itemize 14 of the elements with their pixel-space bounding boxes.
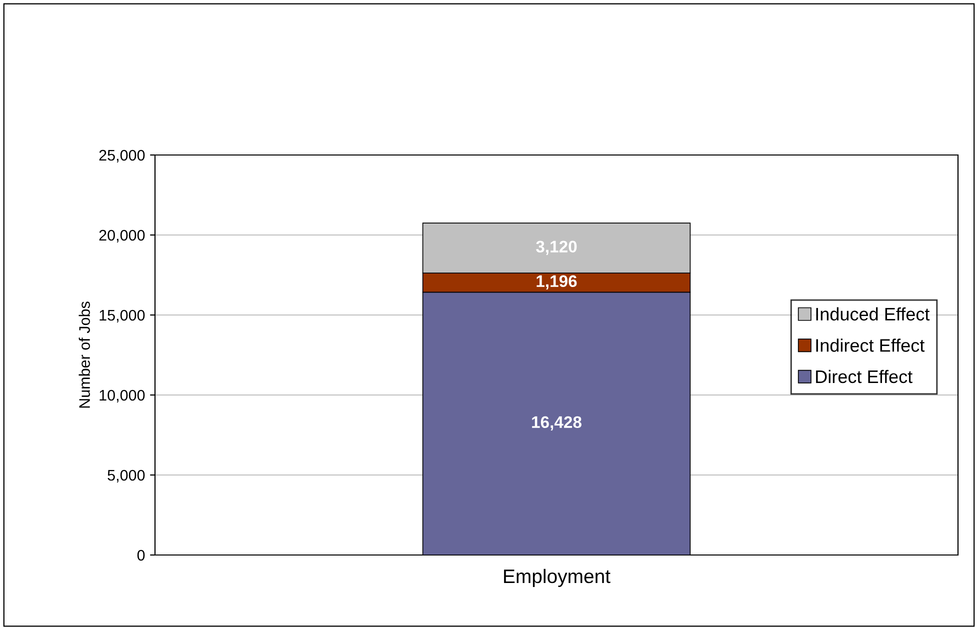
legend-label: Indirect Effect [816, 338, 925, 352]
data-label: 16,428 [532, 416, 582, 430]
x-tick-label: Employment [504, 568, 610, 588]
y-axis-title: Number of Jobs [78, 302, 90, 408]
data-label: 1,196 [536, 275, 577, 290]
y-tick-label: 15,000 [100, 310, 145, 322]
y-tick-label: 25,000 [99, 150, 145, 162]
legend-label: Induced Effect [816, 307, 930, 321]
y-tick-label: 20,000 [99, 230, 145, 242]
data-label: 3,120 [536, 240, 577, 255]
legend-label: Direct Effect [816, 370, 912, 384]
y-tick-label: 10,000 [100, 390, 145, 402]
y-tick-label: 0 [137, 550, 145, 561]
y-tick-label: 5,000 [108, 470, 145, 482]
